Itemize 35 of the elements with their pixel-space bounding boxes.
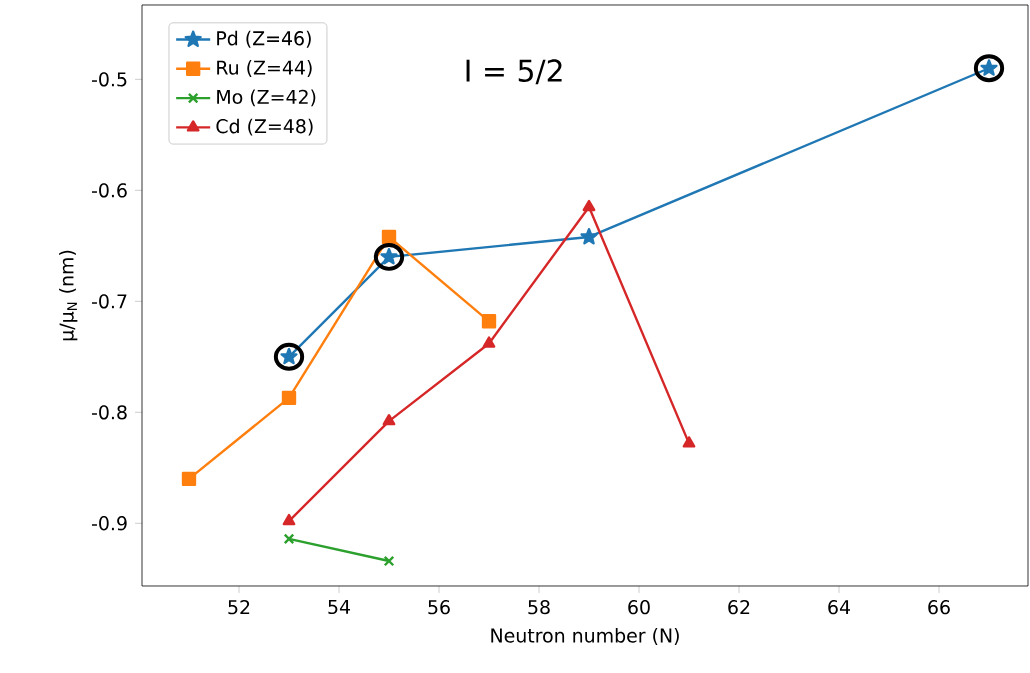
legend-label: Pd (Z=46) [217,30,311,48]
y-tick-label: -0.9 [91,516,127,531]
point [282,513,296,526]
point [383,555,395,567]
point [582,199,596,212]
point [373,242,405,271]
x-tick-label: 60 [628,600,650,615]
point [381,229,397,245]
y-tick-label: -0.7 [91,294,127,309]
x-tick-label: 54 [328,600,350,615]
point [283,533,295,545]
point [273,342,305,371]
x-tick-label: 66 [928,600,950,615]
y-tick-label: -0.8 [91,405,127,420]
x-tick-label: 62 [728,600,750,615]
point [481,314,497,329]
y-axis-title: μ/μ$_{N}$ (nm) [59,250,78,341]
point [382,414,396,426]
x-axis-title: Neutron number (N) [491,628,679,645]
annotation: I = 5/2 [466,59,562,85]
point [580,227,598,245]
point [281,390,297,406]
point [181,471,197,487]
y-tick-label: -0.6 [91,183,127,198]
y-tick-label: -0.5 [91,72,127,87]
x-tick-label: 58 [528,600,550,615]
legend-label: Mo (Z=42) [217,89,316,107]
point [973,54,1005,83]
legend-label: Ru (Z=44) [217,60,312,77]
x-tick-label: 64 [828,600,850,615]
point [682,436,696,448]
point [482,336,496,348]
x-tick-label: 56 [428,600,450,615]
legend-label: Cd (Z=48) [216,118,313,136]
x-tick-label: 52 [228,600,250,615]
